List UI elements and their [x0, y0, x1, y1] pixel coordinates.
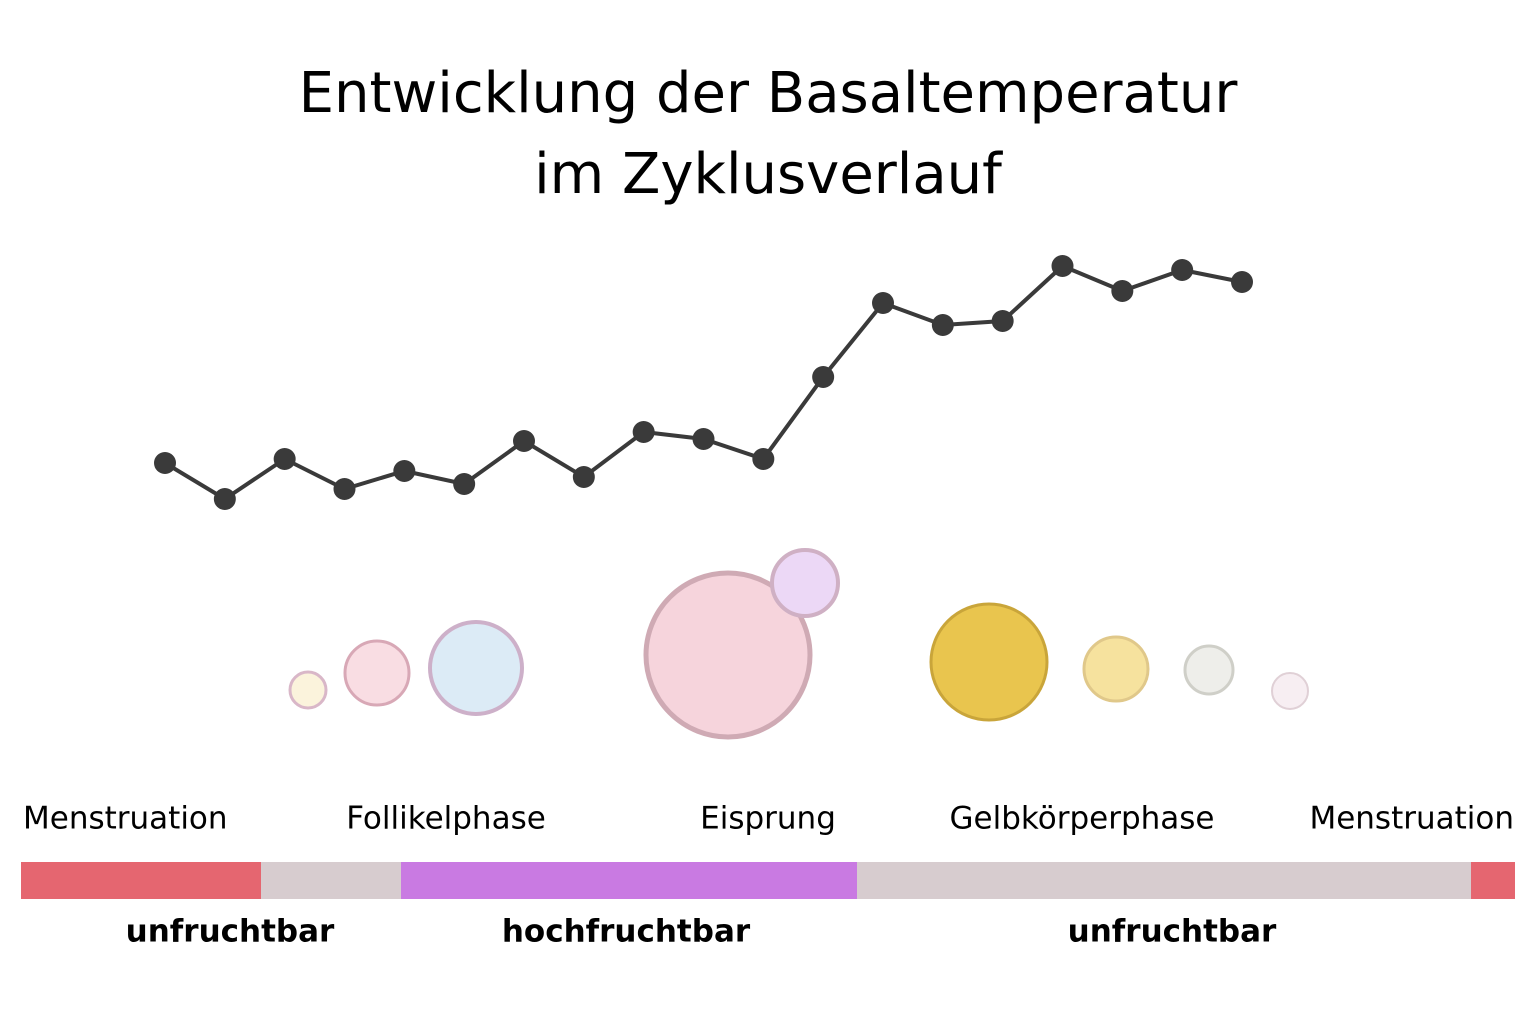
- corpus-luteum: [1082, 635, 1150, 703]
- chart-title: Entwicklung der Basaltemperatur: [299, 61, 1239, 126]
- corpus-luteum: [929, 602, 1049, 722]
- point: [572, 466, 595, 488]
- fertility-label: hochfruchtbar: [502, 914, 751, 950]
- bar-segment: [261, 862, 401, 899]
- point: [273, 448, 296, 470]
- point: [1171, 259, 1194, 281]
- point: [812, 366, 835, 388]
- cycle-bar: [21, 862, 1515, 899]
- chart-title: im Zyklusverlauf: [534, 142, 1003, 207]
- point: [393, 460, 416, 482]
- point: [872, 292, 894, 314]
- point: [991, 310, 1014, 332]
- bar-segment: [1471, 862, 1515, 899]
- fertility-label: unfruchtbar: [1068, 914, 1277, 950]
- point: [154, 452, 176, 474]
- phase-label: Eisprung: [700, 801, 836, 837]
- illustrations: [288, 548, 1309, 740]
- follicle: [288, 670, 328, 710]
- corpus-albicans: [1183, 644, 1235, 696]
- bar-segment: [401, 862, 857, 899]
- point: [333, 478, 356, 500]
- phase-label: Gelbkörperphase: [950, 801, 1215, 837]
- point: [213, 488, 236, 510]
- point: [931, 314, 954, 336]
- line: [163, 263, 1243, 502]
- corpus-albicans: [1271, 672, 1309, 710]
- point: [1231, 271, 1253, 293]
- bar-segment: [857, 862, 1471, 899]
- egg: [770, 548, 840, 618]
- phase-label: Menstruation: [23, 801, 228, 837]
- point: [752, 448, 775, 470]
- point: [513, 430, 535, 452]
- fertility-label: unfruchtbar: [126, 914, 335, 950]
- phase-label: Menstruation: [1309, 801, 1514, 837]
- phase-label: Follikelphase: [346, 801, 546, 837]
- point: [692, 428, 715, 450]
- point: [632, 421, 655, 443]
- bar-segment: [21, 862, 261, 899]
- point: [1111, 280, 1134, 302]
- ovulation-follicle: [643, 570, 813, 740]
- point: [1051, 255, 1074, 277]
- follicle: [428, 620, 524, 716]
- point: [453, 473, 476, 495]
- follicle: [343, 639, 411, 707]
